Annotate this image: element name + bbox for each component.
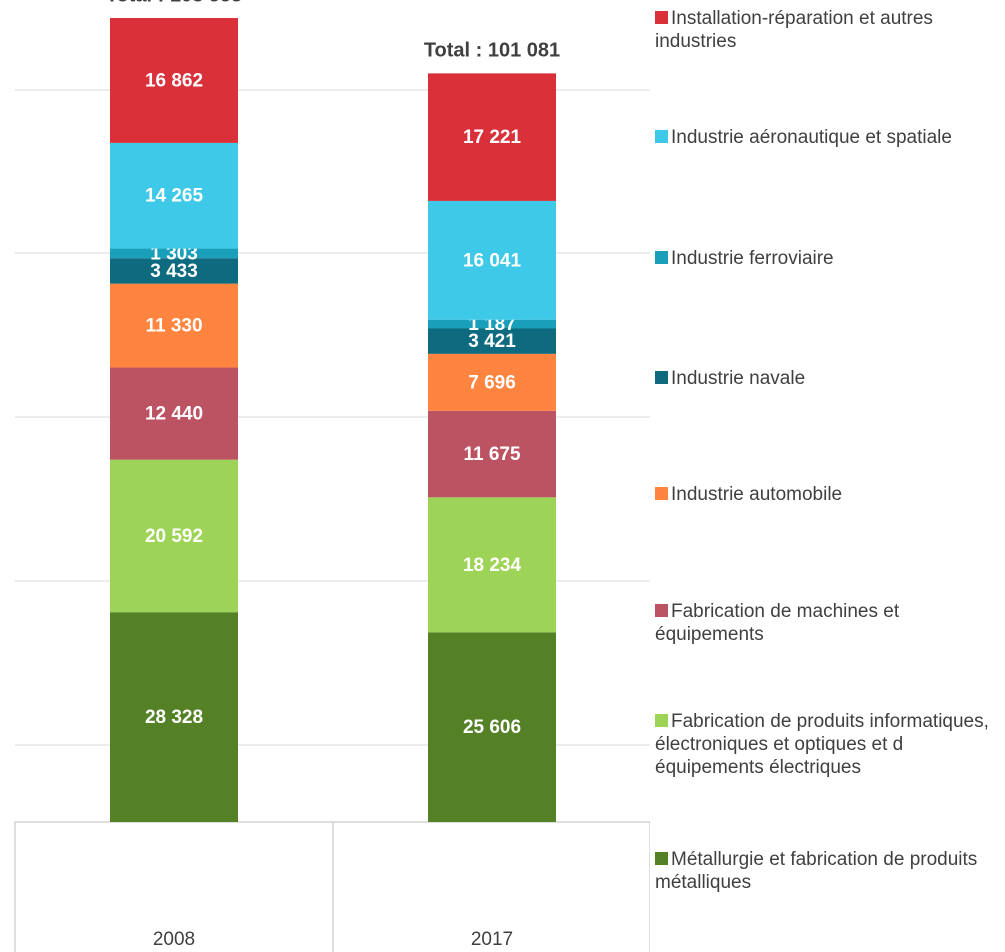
data-label: 18 234 <box>463 555 522 576</box>
legend-item: Fabrication de machines et équipements <box>655 600 1000 646</box>
bar-segment <box>110 248 238 259</box>
data-label: 16 041 <box>463 250 522 271</box>
bar-segment <box>110 367 238 460</box>
data-label: 1 303 <box>150 243 198 264</box>
legend-label: Industrie automobile <box>671 484 843 505</box>
legend-item: Industrie automobile <box>655 483 1000 506</box>
legend-swatch <box>655 11 668 24</box>
legend-label: Industrie ferroviaire <box>671 248 834 269</box>
bar-segment <box>428 497 556 633</box>
legend-swatch <box>655 604 668 617</box>
total-label: Total : 108 553 <box>106 0 242 6</box>
legend-swatch <box>655 371 668 384</box>
data-label: 28 328 <box>145 707 203 728</box>
data-label: 12 440 <box>145 404 203 425</box>
legend-label: Fabrication de machines et équipements <box>655 601 900 645</box>
legend-swatch <box>655 251 668 264</box>
bar-segment <box>110 283 238 368</box>
legend-label: Métallurgie et fabrication de produits m… <box>655 849 978 893</box>
data-label: 16 862 <box>145 70 203 91</box>
legend-label: Industrie navale <box>671 368 806 389</box>
bar-segment <box>110 18 238 143</box>
data-label: 14 265 <box>145 186 204 207</box>
axis-table <box>14 821 650 952</box>
bar-segment <box>428 632 556 822</box>
data-label: 3 433 <box>150 261 198 282</box>
bar-segment <box>428 353 556 411</box>
bar-segment <box>428 319 556 329</box>
data-label: 20 592 <box>145 526 203 547</box>
bar-segment <box>428 73 556 201</box>
legend-swatch <box>655 714 668 727</box>
legend-label: Installation-réparation et autres indust… <box>655 8 933 52</box>
total-label: Total : 101 081 <box>424 40 560 62</box>
legend-item: Installation-réparation et autres indust… <box>655 7 1000 53</box>
legend-item: Industrie ferroviaire <box>655 247 1000 270</box>
legend-label: Industrie aéronautique et spatiale <box>671 127 952 148</box>
bar-segment <box>110 258 238 284</box>
bar-segment <box>110 459 238 613</box>
legend-swatch <box>655 852 668 865</box>
bar-segment <box>428 200 556 320</box>
data-label: 11 675 <box>463 444 520 465</box>
x-tick-label: 2017 <box>471 929 513 950</box>
legend-label: Fabrication de produits informatiques, é… <box>655 711 989 778</box>
legend-item: Industrie aéronautique et spatiale <box>655 126 1000 149</box>
legend-swatch <box>655 130 668 143</box>
data-label: 25 606 <box>463 717 521 738</box>
legend-item: Métallurgie et fabrication de produits m… <box>655 848 1000 894</box>
data-label: 11 330 <box>145 316 202 337</box>
bar-segment <box>428 410 556 498</box>
data-label: 3 421 <box>468 331 516 352</box>
legend-item: Industrie navale <box>655 367 1000 390</box>
legend-item: Fabrication de produits informatiques, é… <box>655 710 1000 779</box>
bar-segment <box>110 142 238 249</box>
bar-segment <box>428 328 556 354</box>
bar-segment <box>110 612 238 822</box>
x-tick-label: 2008 <box>153 929 195 950</box>
data-label: 7 696 <box>468 372 516 393</box>
legend-swatch <box>655 487 668 500</box>
data-label: 17 221 <box>463 127 522 148</box>
